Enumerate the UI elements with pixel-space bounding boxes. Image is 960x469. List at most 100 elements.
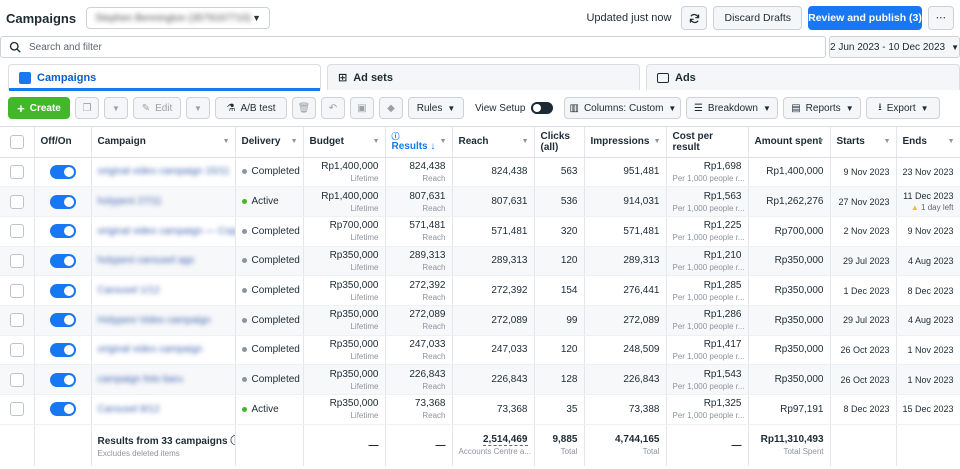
row-toggle-cell[interactable] [34,305,92,336]
campaign-name-cell[interactable]: Holypeni Video campaign [91,305,236,336]
row-checkbox[interactable] [9,164,24,179]
campaign-name-link[interactable]: campaign foto baru [97,374,184,386]
row-checkbox[interactable] [9,224,24,239]
campaign-toggle[interactable] [49,224,76,239]
tab-ad-sets[interactable]: ⊞ Ad sets [327,64,640,90]
header-onoff[interactable]: Off/On [34,127,92,158]
header-results[interactable]: ⓘ Results ↓ ▼ [385,127,453,158]
delete-button[interactable]: 🗑 [292,97,316,119]
campaign-name-cell[interactable]: holypeni carousel ags [91,246,236,277]
campaign-name-cell[interactable]: original video campaign [91,335,236,366]
row-select-cell[interactable] [0,186,35,217]
row-select-cell[interactable] [0,335,35,366]
campaign-name-cell[interactable]: campaign foto baru [91,364,236,395]
row-toggle-cell[interactable] [34,157,92,188]
breakdown-button[interactable]: ☰ Breakdown ▼ [686,97,779,119]
campaign-name-link[interactable]: Holypeni Video campaign [97,314,211,326]
header-select-all[interactable] [0,127,35,158]
row-toggle-cell[interactable] [34,275,92,306]
header-starts[interactable]: Starts ▼ [830,127,897,158]
campaign-name-link[interactable]: Carousel 8/12 [97,403,160,415]
campaign-toggle[interactable] [49,372,76,387]
campaign-name-cell[interactable]: Carousel 8/12 [91,394,236,425]
campaign-name-link[interactable]: Carousel 1/12 [97,285,160,297]
row-toggle-cell[interactable] [34,364,92,395]
table-row[interactable]: Carousel 8/12 Active Rp350,000 Lifetime 7… [0,394,960,425]
search-input[interactable]: Search and filter [29,41,102,53]
table-row[interactable]: original video campaign Completed Rp350,… [0,335,960,366]
row-select-cell[interactable] [0,275,35,306]
columns-button[interactable]: ▥ Columns: Custom ▼ [564,97,682,119]
undo-button[interactable]: ↶ [321,97,345,119]
header-campaign[interactable]: Campaign ▼ [91,127,236,158]
search-filter-bar[interactable]: Search and filter [0,36,826,58]
table-row[interactable]: Carousel 1/12 Completed Rp350,000 Lifetim… [0,275,960,306]
row-toggle-cell[interactable] [34,216,92,247]
campaign-name-cell[interactable]: original video campaign — Copy [91,216,236,247]
row-checkbox[interactable] [9,283,24,298]
duplicate-menu-button[interactable]: ▼ [104,97,128,119]
preview-button[interactable]: ▣ [350,97,374,119]
header-reach[interactable]: Reach ▼ [452,127,535,158]
edit-button[interactable]: ✎ Edit [133,97,181,119]
table-row[interactable]: holypeni 27/11 Active Rp1,400,000 Lifetim… [0,186,960,217]
discard-drafts-button[interactable]: Discard Drafts [713,6,802,30]
campaign-name-link[interactable]: holypeni 27/11 [97,196,162,208]
more-options-button[interactable]: ⋯ [928,6,954,30]
header-impressions[interactable]: Impressions ▼ [584,127,667,158]
row-toggle-cell[interactable] [34,246,92,277]
view-setup-toggle[interactable] [531,102,554,114]
row-checkbox[interactable] [9,402,24,417]
campaign-toggle[interactable] [49,253,76,268]
header-amount-spent[interactable]: Amount spent ▼ [748,127,831,158]
header-cost-per-result[interactable]: Cost per result [666,127,749,158]
campaign-name-link[interactable]: original video campaign [97,344,203,356]
campaign-name-link[interactable]: holypeni carousel ags [97,255,195,267]
table-row[interactable]: holypeni carousel ags Completed Rp350,00… [0,246,960,277]
header-clicks[interactable]: Clicks (all) [534,127,585,158]
row-select-cell[interactable] [0,305,35,336]
row-select-cell[interactable] [0,394,35,425]
row-select-cell[interactable] [0,364,35,395]
tab-ads[interactable]: Ads [646,64,960,90]
campaign-name-link[interactable]: original video campaign — Copy [97,225,235,237]
select-all-checkbox[interactable] [9,134,24,149]
rules-button[interactable]: Rules ▼ [408,97,464,119]
row-checkbox[interactable] [9,342,24,357]
campaign-toggle[interactable] [49,194,76,209]
row-toggle-cell[interactable] [34,186,92,217]
duplicate-button[interactable]: ❐ [75,97,99,119]
row-toggle-cell[interactable] [34,335,92,366]
header-budget[interactable]: Budget ▼ [303,127,386,158]
tag-button[interactable]: ◆ [379,97,403,119]
edit-menu-button[interactable]: ▼ [186,97,210,119]
campaign-toggle[interactable] [49,283,76,298]
row-select-cell[interactable] [0,216,35,247]
header-ends[interactable]: Ends ▼ [896,127,960,158]
campaign-toggle[interactable] [49,342,76,357]
campaign-name-link[interactable]: original video campaign 15/11 [97,166,230,178]
table-row[interactable]: original video campaign 15/11 Completed … [0,157,960,188]
export-button[interactable]: ⭳ Export ▼ [866,97,941,119]
campaign-toggle[interactable] [49,164,76,179]
campaign-name-cell[interactable]: Carousel 1/12 [91,275,236,306]
create-button[interactable]: + Create [8,97,70,119]
table-row[interactable]: campaign foto baru Completed Rp350,000 Li… [0,364,960,395]
review-publish-button[interactable]: Review and publish (3) [808,6,922,30]
campaign-toggle[interactable] [49,402,76,417]
campaign-name-cell[interactable]: original video campaign 15/11 [91,157,236,188]
row-toggle-cell[interactable] [34,394,92,425]
tab-campaigns[interactable]: Campaigns [8,64,321,91]
table-row[interactable]: original video campaign — Copy Completed… [0,216,960,247]
row-select-cell[interactable] [0,157,35,188]
row-select-cell[interactable] [0,246,35,277]
row-checkbox[interactable] [9,194,24,209]
ab-test-button[interactable]: ⚗ A/B test [215,97,287,119]
table-row[interactable]: Holypeni Video campaign Completed Rp350,… [0,305,960,336]
reports-button[interactable]: ▤ Reports ▼ [783,97,862,119]
refresh-button[interactable] [681,6,708,30]
row-checkbox[interactable] [9,372,24,387]
account-selector[interactable]: Stephen Bennington (3579167710) ▼ [86,7,271,29]
campaign-toggle[interactable] [49,313,76,328]
date-range-picker[interactable]: 2 Jun 2023 - 10 Dec 2023 ▼ [829,36,960,58]
